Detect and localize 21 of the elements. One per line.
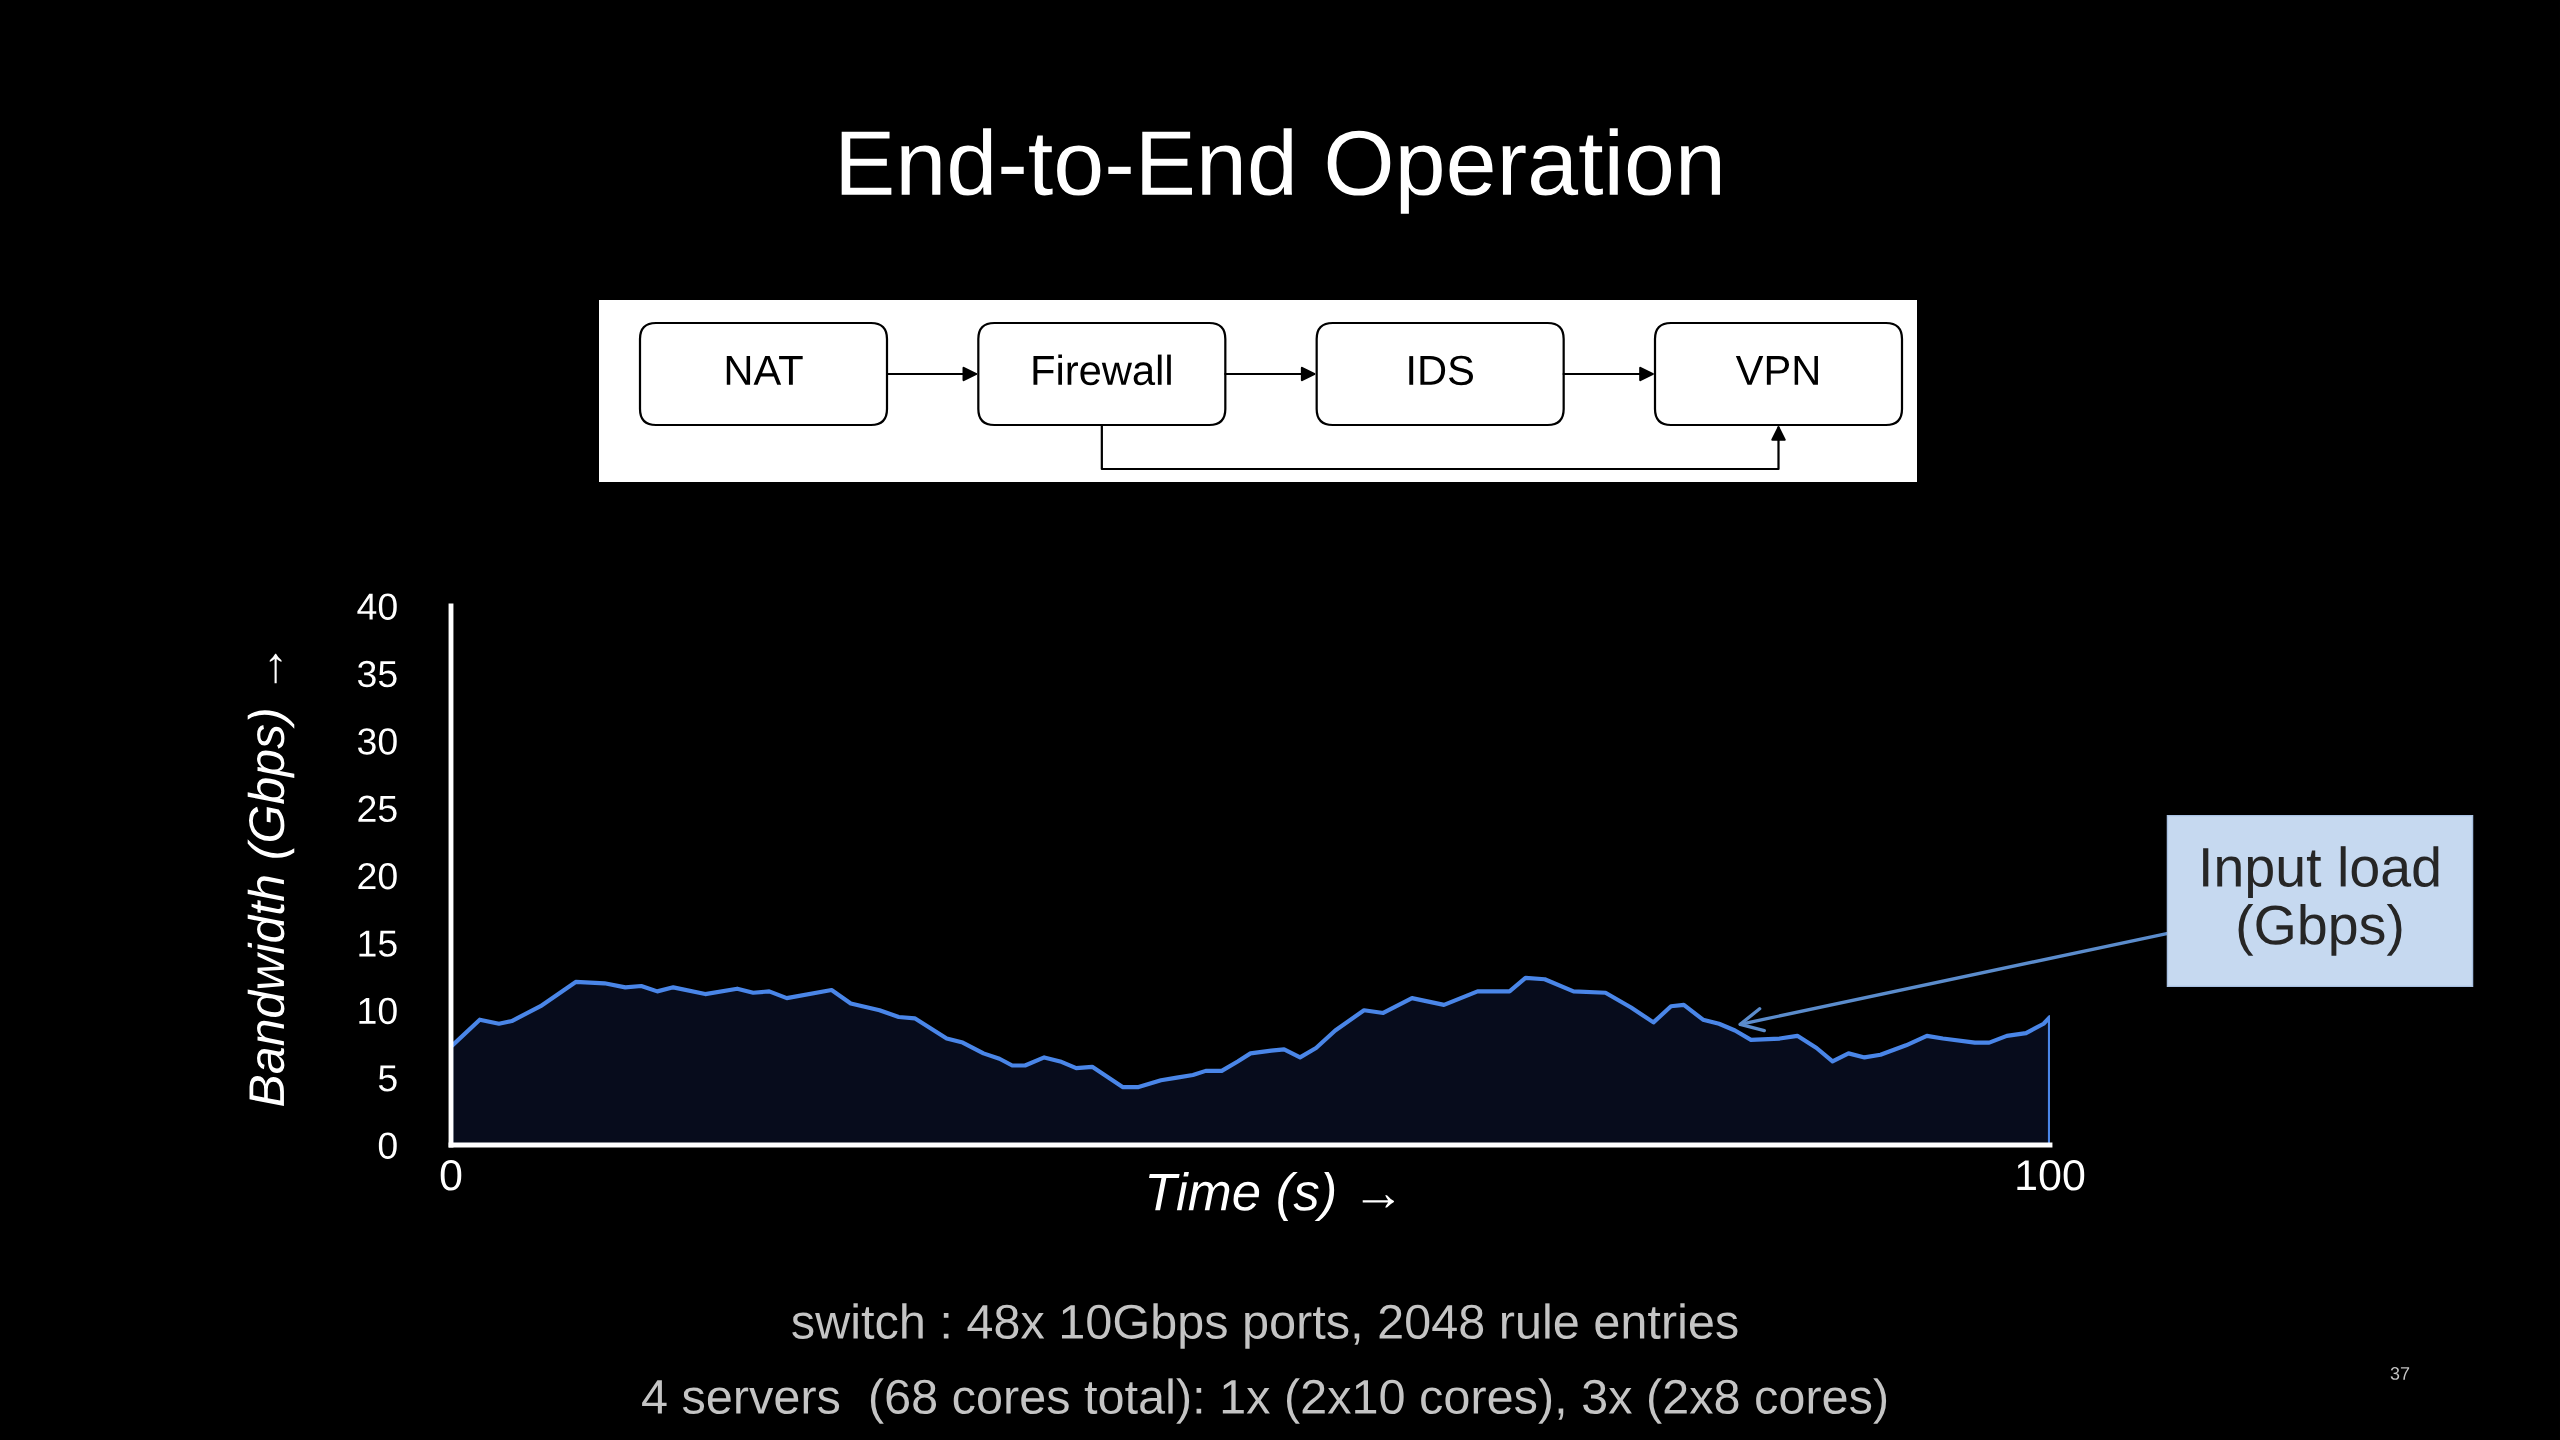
text: Firewall <box>1033 354 1171 386</box>
text: IDS <box>1409 355 1473 386</box>
y-tick-label: 25 <box>358 795 397 823</box>
y-tick-label: 10 <box>359 997 397 1025</box>
chart-title: End-to-End Operation <box>841 128 1720 214</box>
text: 4 servers (68 cores total): 1x (2x10 cores), 3x (2x8 cores) <box>642 1378 1887 1424</box>
annotation: Input load (Gbps) <box>2203 846 2439 956</box>
y-tick-label: 40 <box>357 593 397 620</box>
y-tick-label: 20 <box>358 862 397 890</box>
x-axis-title: Time (s) → <box>1149 1171 1394 1222</box>
text: switch : 48x 10Gbps ports, 2048 rule entries <box>792 1303 1738 1349</box>
y-tick-label: 15 <box>359 930 397 957</box>
text: VPN <box>1735 356 1818 385</box>
y-tick-label: 5 <box>378 1065 397 1092</box>
y-axis-title: Bandwidth (Gbps) → <box>247 653 295 1106</box>
y-tick-label: 0 <box>378 1132 397 1159</box>
y-tick-label: 35 <box>357 660 397 688</box>
text: 37 <box>2390 1367 2410 1380</box>
text: NAT <box>726 356 803 385</box>
x-tick-label: 100 <box>2017 1160 2085 1191</box>
y-tick-label: 30 <box>357 728 397 755</box>
